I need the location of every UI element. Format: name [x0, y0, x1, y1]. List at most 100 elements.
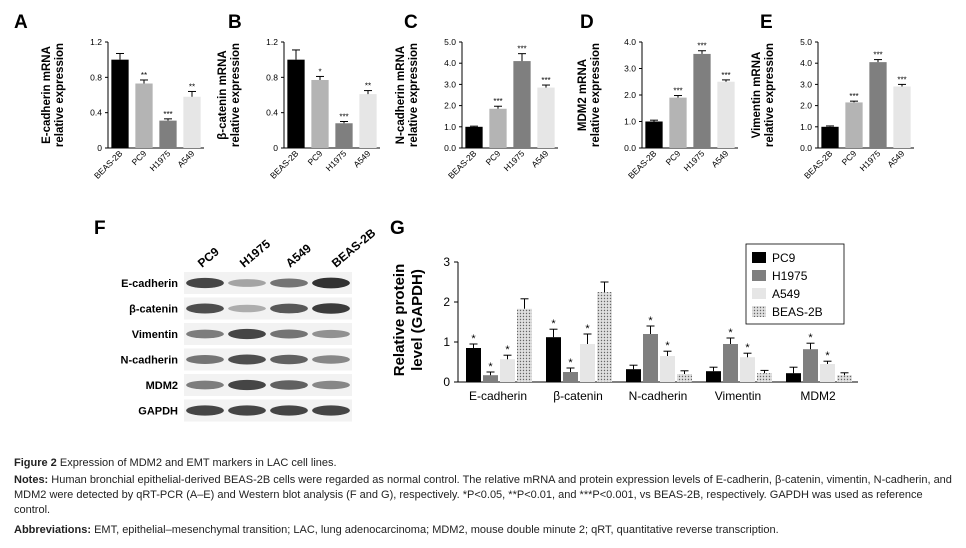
- bar-H1975: [869, 62, 887, 148]
- blot-band: [186, 329, 224, 339]
- y-axis-label: relative expression: [590, 43, 602, 147]
- legend-label: A549: [772, 287, 800, 301]
- blot-lane-label: A549: [283, 241, 314, 270]
- bar-PC9: [845, 102, 863, 148]
- bar-BEAS-2B: [645, 121, 663, 148]
- x-tick-label: MDM2: [800, 389, 836, 403]
- bar-BEAS-2B-MDM2: [837, 375, 852, 382]
- blot-band: [228, 354, 266, 365]
- y-tick-label: 5.0: [800, 37, 812, 47]
- bar-A549-β-catenin: [580, 344, 595, 382]
- blot-lane-label: PC9: [195, 244, 222, 270]
- x-tick-label: BEAS-2B: [268, 148, 301, 181]
- x-tick-label: PC9: [484, 148, 503, 167]
- y-tick-label: 1.2: [90, 37, 102, 47]
- x-tick-label: A549: [529, 148, 550, 169]
- blot-band: [270, 380, 308, 390]
- y-axis-label: relative expression: [54, 43, 66, 147]
- chart-E: 0.0 1.0 2.0 3.0 4.0 5.0 Vimentin mRNA relative …: [751, 37, 914, 181]
- bar-H1975: [513, 61, 531, 148]
- blot-band: [312, 303, 350, 314]
- bar-BEAS-2B-Vimentin: [757, 373, 772, 382]
- significance-mark: **: [189, 82, 195, 91]
- bar-A549: [359, 94, 377, 148]
- blot-row-label: E-cadherin: [121, 278, 178, 290]
- blot-band: [270, 278, 308, 288]
- y-tick-label: 0: [97, 143, 102, 153]
- y-tick-label: 2: [443, 295, 450, 309]
- bar-PC9: [669, 97, 687, 148]
- panel-label-F: F: [94, 218, 106, 239]
- panel-label-G: G: [390, 218, 405, 239]
- y-tick-label: 0.4: [266, 108, 278, 118]
- blot-strip: [184, 348, 352, 371]
- y-tick-label: 1.0: [624, 117, 636, 127]
- significance-mark: ***: [517, 45, 526, 54]
- legend-label: BEAS-2B: [772, 305, 823, 319]
- significance-mark: **: [141, 71, 147, 80]
- bar-A549: [893, 86, 911, 148]
- y-tick-label: 0.8: [90, 72, 102, 82]
- significance-mark: *: [505, 344, 510, 356]
- x-tick-label: BEAS-2B: [802, 148, 835, 181]
- chart-C: 0.0 1.0 2.0 3.0 4.0 5.0 N-cadherin mRNA relativ…: [395, 37, 558, 181]
- x-tick-label: A549: [709, 148, 730, 169]
- bar-H1975: [693, 53, 711, 148]
- x-tick-label: H1975: [148, 148, 173, 173]
- y-tick-label: 4.0: [624, 37, 636, 47]
- chart-B: 0 0.4 0.8 1.2 β-catenin mRNA relative express…: [217, 37, 380, 181]
- y-tick-label: 0.0: [444, 143, 456, 153]
- blot-band: [228, 304, 266, 313]
- x-tick-label: Vimentin: [715, 389, 761, 403]
- blot-band: [228, 279, 266, 287]
- bar-PC9-MDM2: [786, 373, 801, 382]
- x-tick-label: BEAS-2B: [92, 148, 125, 181]
- bar-BEAS-2B: [465, 126, 483, 148]
- significance-mark: ***: [673, 87, 682, 96]
- x-tick-label: A549: [885, 148, 906, 169]
- bar-H1975-MDM2: [803, 349, 818, 382]
- blot-row-label: β-catenin: [129, 304, 178, 316]
- significance-mark: ***: [493, 97, 502, 106]
- significance-mark: ***: [163, 110, 172, 119]
- significance-mark: *: [318, 67, 321, 76]
- bar-PC9-Vimentin: [706, 371, 721, 382]
- x-tick-label: N-cadherin: [629, 389, 688, 403]
- y-tick-label: 2.0: [444, 101, 456, 111]
- x-tick-label: BEAS-2B: [446, 148, 479, 181]
- bar-PC9-E-cadherin: [466, 348, 481, 382]
- bar-H1975-Vimentin: [723, 344, 738, 382]
- bar-A549: [717, 81, 735, 148]
- blot-row-label: MDM2: [146, 380, 178, 392]
- bar-BEAS-2B: [111, 59, 129, 148]
- x-tick-label: PC9: [840, 148, 859, 167]
- blot-band: [270, 329, 308, 339]
- y-axis-label: relative expression: [230, 43, 242, 147]
- chart-G: 0 1 2 3 Relative protein level (GAPDH) * * * E-ca…: [391, 255, 858, 403]
- y-tick-label: 2.0: [800, 101, 812, 111]
- blot-strip: [184, 374, 352, 396]
- bar-A549-MDM2: [820, 364, 835, 382]
- x-tick-label: A549: [175, 148, 196, 169]
- bar-H1975: [159, 120, 177, 148]
- blot-strip: [184, 323, 352, 345]
- blot-band: [270, 303, 308, 314]
- blot-band: [228, 379, 266, 391]
- bar-A549-E-cadherin: [500, 359, 515, 382]
- significance-mark: ***: [697, 42, 706, 51]
- significance-mark: ***: [849, 92, 858, 101]
- significance-mark: *: [568, 357, 573, 369]
- blot-strip: [184, 399, 352, 422]
- y-tick-label: 1.0: [444, 122, 456, 132]
- panel-label-B: B: [228, 12, 242, 33]
- significance-mark: *: [585, 323, 590, 335]
- y-axis-label: MDM2 mRNA: [577, 59, 589, 131]
- chart-legend: PC9 H1975 A549 BEAS-2B: [745, 243, 845, 325]
- legend-label: H1975: [772, 269, 808, 283]
- blot-band: [312, 277, 350, 289]
- x-tick-label: PC9: [306, 148, 325, 167]
- blot-band: [312, 355, 350, 364]
- legend-swatch: [752, 252, 766, 263]
- y-axis-label: level (GAPDH): [409, 269, 426, 371]
